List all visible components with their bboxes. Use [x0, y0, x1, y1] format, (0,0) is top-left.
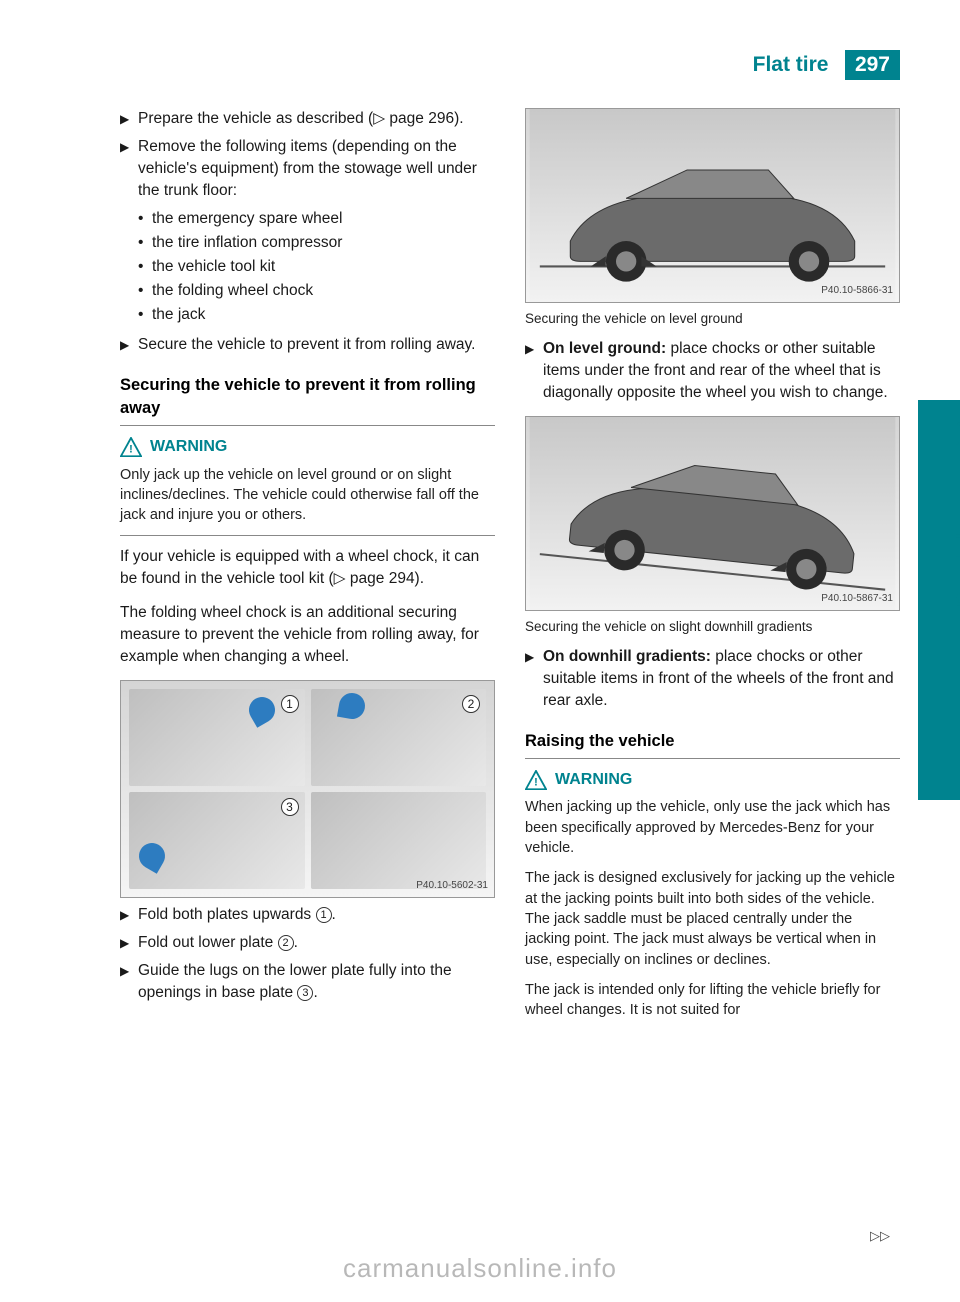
bullet-jack: •the jack: [138, 304, 495, 326]
step-text: On level ground: place chocks or other s…: [543, 338, 900, 404]
bullet-compressor: •the tire inflation compressor: [138, 232, 495, 254]
arrow-icon: [244, 693, 280, 729]
warning-header: ! WARNING: [525, 769, 900, 792]
warning-label: WARNING: [555, 769, 632, 792]
left-column: ▶ Prepare the vehicle as described (▷ pa…: [120, 108, 495, 1020]
step-marker-icon: ▶: [120, 136, 138, 202]
heading-securing: Securing the vehicle to prevent it from …: [120, 374, 495, 421]
step-prepare: ▶ Prepare the vehicle as described (▷ pa…: [120, 108, 495, 130]
step-remove-items: ▶ Remove the following items (depending …: [120, 136, 495, 202]
header-title: Flat tire: [753, 53, 829, 76]
step-marker-icon: ▶: [120, 932, 138, 954]
section-tab-label: Breakdown assistance: [952, 370, 960, 607]
step-text: Secure the vehicle to prevent it from ro…: [138, 334, 495, 356]
bullet-spare-wheel: •the emergency spare wheel: [138, 208, 495, 230]
chock-diagram-grid: 1 2 3: [121, 681, 494, 897]
figure-caption: Securing the vehicle on level ground: [525, 309, 900, 328]
heading-rule: [120, 425, 495, 426]
bullet-chock: •the folding wheel chock: [138, 280, 495, 302]
arrow-icon: [134, 839, 170, 875]
warning-label: WARNING: [150, 436, 227, 459]
step-level-ground: ▶ On level ground: place chocks or other…: [525, 338, 900, 404]
continue-icon: ▷▷: [870, 1228, 890, 1244]
step-text: Remove the following items (depending on…: [138, 136, 495, 202]
figure-chock-assembly: 1 2 3 P40.10-5602-31: [120, 680, 495, 898]
content-columns: ▶ Prepare the vehicle as described (▷ pa…: [120, 108, 900, 1020]
header-page-number: 297: [845, 50, 900, 80]
step-downhill: ▶ On downhill gradients: place chocks or…: [525, 646, 900, 712]
manual-page: Flat tire 297 Breakdown assistance ▶ Pre…: [0, 0, 960, 1302]
step-text: On downhill gradients: place chocks or o…: [543, 646, 900, 712]
bullet-tool-kit: •the vehicle tool kit: [138, 256, 495, 278]
warning-body: Only jack up the vehicle on level ground…: [120, 465, 495, 526]
step-guide-lugs: ▶ Guide the lugs on the lower plate full…: [120, 960, 495, 1004]
step-secure: ▶ Secure the vehicle to prevent it from …: [120, 334, 495, 356]
callout-3: 3: [281, 798, 299, 816]
chock-panel-4: [311, 792, 487, 889]
step-marker-icon: ▶: [120, 334, 138, 356]
step-marker-icon: ▶: [120, 904, 138, 926]
svg-text:!: !: [534, 777, 538, 789]
chock-panel-3: 3: [129, 792, 305, 889]
step-text: Fold out lower plate 2.: [138, 932, 495, 954]
figure-level-ground: P40.10-5866-31: [525, 108, 900, 303]
figure-ref: P40.10-5866-31: [821, 284, 893, 298]
step-fold-plates: ▶ Fold both plates upwards 1.: [120, 904, 495, 926]
chock-panel-1: 1: [129, 689, 305, 786]
figure-ref: P40.10-5867-31: [821, 592, 893, 606]
svg-text:!: !: [129, 444, 133, 456]
callout-2: 2: [462, 695, 480, 713]
figure-ref: P40.10-5602-31: [416, 879, 488, 893]
step-marker-icon: ▶: [525, 338, 543, 404]
watermark-text: carmanualsonline.info: [0, 1253, 960, 1284]
step-fold-lower: ▶ Fold out lower plate 2.: [120, 932, 495, 954]
callout-ref-3: 3: [297, 985, 313, 1001]
figure-downhill: P40.10-5867-31: [525, 416, 900, 611]
car-slope-illustration: [526, 417, 899, 610]
right-column: P40.10-5866-31 Securing the vehicle on l…: [525, 108, 900, 1020]
page-header: Flat tire 297: [120, 50, 900, 80]
warning-header: ! WARNING: [120, 436, 495, 459]
chock-panel-2: 2: [311, 689, 487, 786]
step-text: Guide the lugs on the lower plate fully …: [138, 960, 495, 1004]
heading-raising: Raising the vehicle: [525, 730, 900, 753]
step-marker-icon: ▶: [120, 108, 138, 130]
step-marker-icon: ▶: [120, 960, 138, 1004]
warning-body: When jacking up the vehicle, only use th…: [525, 797, 900, 858]
step-text: Prepare the vehicle as described (▷ page…: [138, 108, 495, 130]
callout-ref-1: 1: [316, 907, 332, 923]
para-chock-location: If your vehicle is equipped with a wheel…: [120, 546, 495, 590]
car-level-illustration: [526, 109, 899, 302]
para-chock-purpose: The folding wheel chock is an additional…: [120, 602, 495, 668]
warning-triangle-icon: !: [120, 437, 142, 457]
warning-body: The jack is intended only for lifting th…: [525, 980, 900, 1021]
warning-body: The jack is designed exclusively for jac…: [525, 868, 900, 969]
heading-rule: [525, 758, 900, 759]
step-text: Fold both plates upwards 1.: [138, 904, 495, 926]
step-marker-icon: ▶: [525, 646, 543, 712]
warning-triangle-icon: !: [525, 770, 547, 790]
figure-caption: Securing the vehicle on slight downhill …: [525, 617, 900, 636]
callout-ref-2: 2: [278, 935, 294, 951]
arrow-icon: [336, 691, 366, 721]
callout-1: 1: [281, 695, 299, 713]
warning-rule: [120, 535, 495, 536]
